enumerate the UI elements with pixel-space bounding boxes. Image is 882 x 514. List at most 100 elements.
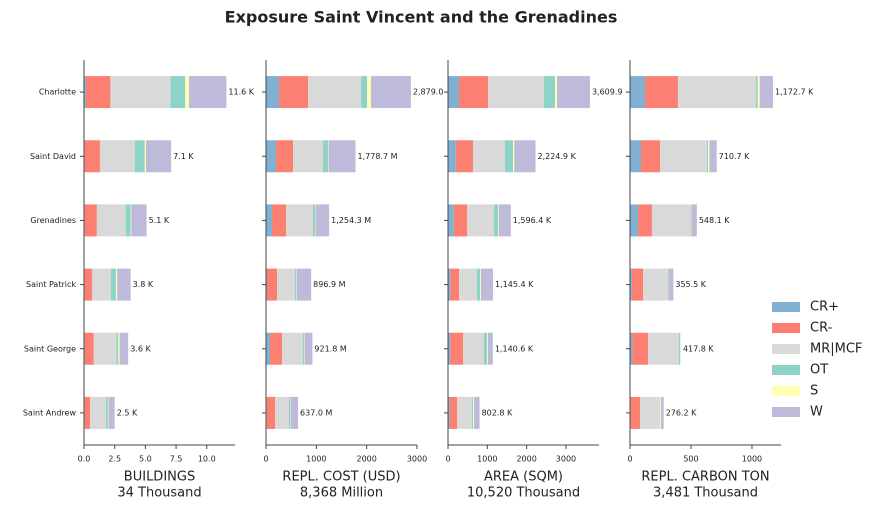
x-tick-label: 1000 <box>306 455 326 464</box>
bar-segment <box>117 269 131 301</box>
bar-segment <box>86 76 111 108</box>
bar-segment <box>293 140 323 172</box>
total-label: 2,224.9 K <box>537 152 576 161</box>
total-label: 1,145.4 K <box>495 280 534 289</box>
bar-segment <box>120 333 129 365</box>
bar-segment <box>630 76 645 108</box>
bar-segment <box>472 397 473 429</box>
x-tick-label: 5.0 <box>139 455 152 464</box>
bar-segment <box>690 204 691 236</box>
x-axis-label: REPL. CARBON TON <box>641 470 769 485</box>
bar-segment <box>707 140 708 172</box>
bar-segment <box>643 269 667 301</box>
bar-segment <box>328 140 329 172</box>
bar-segment <box>660 140 707 172</box>
bar-segment <box>266 76 279 108</box>
bar-segment <box>494 204 498 236</box>
bar-segment <box>303 333 304 365</box>
legend-swatch <box>772 407 800 417</box>
total-label: 1,254.3 M <box>331 216 371 225</box>
legend-swatch <box>772 344 800 354</box>
total-label: 3,609.9 <box>592 88 623 97</box>
x-tick-label: 2.5 <box>108 455 121 464</box>
bar-segment <box>652 204 690 236</box>
bar-segment <box>645 76 678 108</box>
bar-segment <box>632 269 643 301</box>
total-label: 1,172.7 K <box>775 88 814 97</box>
x-axis-label: BUILDINGS <box>124 470 195 485</box>
bar-segment <box>171 76 186 108</box>
bar-segment <box>290 397 291 429</box>
total-label: 5.1 K <box>149 216 170 225</box>
bar-segment <box>499 204 511 236</box>
bar-segment <box>85 333 94 365</box>
chart-title: Exposure Saint Vincent and the Grenadine… <box>225 8 618 27</box>
bar-segment <box>481 269 493 301</box>
bar-segment <box>498 204 499 236</box>
total-label: 896.9 M <box>313 280 345 289</box>
bar-segment <box>297 269 312 301</box>
x-axis-note: 34 Thousand <box>117 486 201 501</box>
bar-segment <box>630 140 641 172</box>
bar-segment <box>97 204 126 236</box>
x-tick-label: 7.5 <box>170 455 183 464</box>
bar-segment <box>505 140 513 172</box>
legend-label: CR+ <box>810 300 839 315</box>
bar-segment <box>270 333 282 365</box>
bar-segment <box>266 204 272 236</box>
x-tick-label: 10.0 <box>198 455 216 464</box>
bar-segment <box>678 76 756 108</box>
bar-segment <box>94 333 117 365</box>
bar-segment <box>185 76 189 108</box>
bar-segment <box>638 204 652 236</box>
x-axis-note: 8,368 Million <box>300 486 383 501</box>
total-label: 7.1 K <box>173 152 194 161</box>
bar-segment <box>106 397 108 429</box>
bar-segment <box>315 204 316 236</box>
bar-segment <box>457 397 472 429</box>
bar-segment <box>266 333 270 365</box>
bar-segment <box>323 140 328 172</box>
x-axis-label: AREA (SQM) <box>484 470 563 485</box>
x-tick-label: 1000 <box>477 455 497 464</box>
y-tick-label: Grenadines <box>30 216 76 225</box>
bar-segment <box>679 333 680 365</box>
bar-segment <box>691 204 697 236</box>
total-label: 276.2 K <box>666 408 697 417</box>
bar-segment <box>135 140 145 172</box>
y-tick-label: Saint George <box>24 344 76 353</box>
x-tick-label: 0 <box>263 455 268 464</box>
bar-segment <box>90 397 106 429</box>
legend-swatch <box>772 386 800 396</box>
bar-segment <box>456 140 473 172</box>
bar-segment <box>668 269 669 301</box>
bar-segment <box>661 397 664 429</box>
bar-segment <box>631 397 640 429</box>
bar-segment <box>289 397 290 429</box>
legend-swatch <box>772 302 800 312</box>
legend-label: CR- <box>810 321 833 336</box>
x-axis-label: REPL. COST (USD) <box>282 470 400 485</box>
y-tick-label: Charlotte <box>39 88 76 97</box>
total-label: 2.5 K <box>117 408 138 417</box>
bar-segment <box>477 269 480 301</box>
bar-segment <box>557 76 590 108</box>
bar-segment <box>544 76 555 108</box>
total-label: 710.7 K <box>719 152 750 161</box>
bar-segment <box>555 76 557 108</box>
y-tick-label: Saint Andrew <box>23 408 77 417</box>
x-tick-label: 0 <box>445 455 450 464</box>
bar-segment <box>367 76 371 108</box>
bar-segment <box>459 269 477 301</box>
bar-segment <box>371 76 411 108</box>
legend-swatch <box>772 365 800 375</box>
bar-segment <box>484 333 487 365</box>
bar-segment <box>473 397 474 429</box>
legend-label: S <box>810 384 818 399</box>
bar-segment <box>667 269 668 301</box>
total-label: 921.8 M <box>314 344 346 353</box>
bar-segment <box>110 76 170 108</box>
bar-segment <box>291 397 299 429</box>
bar-segment <box>760 76 773 108</box>
bar-segment <box>267 397 275 429</box>
